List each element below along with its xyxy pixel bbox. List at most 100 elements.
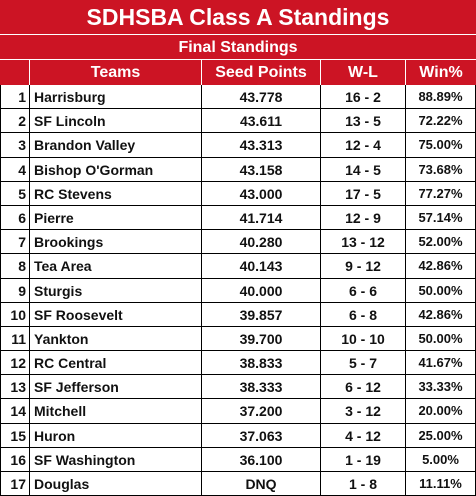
win-loss-cell: 1 - 19: [321, 447, 406, 472]
win-loss-cell: 12 - 9: [321, 205, 406, 231]
rank-cell: 12: [0, 351, 30, 376]
team-name-cell: Bishop O'Gorman: [30, 157, 202, 182]
team-name-cell: Brookings: [30, 230, 202, 255]
header-teams: Teams: [30, 60, 202, 85]
rank-cell: 11: [0, 326, 30, 352]
rank-cell: 15: [0, 423, 30, 448]
team-name-cell: SF Jefferson: [30, 375, 202, 400]
win-pct-cell: 42.86%: [406, 254, 476, 279]
win-pct-cell: 5.00%: [406, 447, 476, 472]
win-loss-cell: 3 - 12: [321, 399, 406, 424]
seed-points-cell: 41.714: [202, 205, 321, 231]
page-subtitle: Final Standings: [0, 35, 476, 60]
seed-points-cell: 43.000: [202, 181, 321, 206]
team-name-cell: Mitchell: [30, 399, 202, 424]
win-loss-cell: 12 - 4: [321, 133, 406, 158]
team-name-cell: Sturgis: [30, 278, 202, 303]
header-wl: W-L: [321, 60, 406, 85]
win-loss-cell: 6 - 12: [321, 375, 406, 400]
seed-points-cell: 36.100: [202, 447, 321, 472]
seed-points-cell: 43.778: [202, 85, 321, 110]
win-pct-cell: 41.67%: [406, 351, 476, 376]
win-loss-cell: 4 - 12: [321, 423, 406, 448]
win-pct-cell: 88.89%: [406, 85, 476, 110]
table-row: 3 Brandon Valley 43.313 12 - 4 75.00%: [0, 133, 476, 158]
team-name-cell: Pierre: [30, 205, 202, 231]
win-loss-cell: 17 - 5: [321, 181, 406, 206]
table-row: 12 RC Central 38.833 5 - 7 41.67%: [0, 351, 476, 376]
rank-cell: 2: [0, 109, 30, 134]
header-rank: [0, 60, 30, 85]
rank-cell: 9: [0, 278, 30, 303]
table-row: 13 SF Jefferson 38.333 6 - 12 33.33%: [0, 375, 476, 400]
table-row: 16 SF Washington 36.100 1 - 19 5.00%: [0, 447, 476, 472]
table-row: 4 Bishop O'Gorman 43.158 14 - 5 73.68%: [0, 157, 476, 182]
rank-cell: 7: [0, 230, 30, 255]
win-pct-cell: 52.00%: [406, 230, 476, 255]
page-title: SDHSBA Class A Standings: [0, 0, 476, 35]
team-name-cell: Brandon Valley: [30, 133, 202, 158]
rank-cell: 6: [0, 205, 30, 231]
win-pct-cell: 75.00%: [406, 133, 476, 158]
table-row: 9 Sturgis 40.000 6 - 6 50.00%: [0, 278, 476, 303]
team-name-cell: SF Roosevelt: [30, 302, 202, 327]
win-loss-cell: 16 - 2: [321, 85, 406, 110]
rank-cell: 13: [0, 375, 30, 400]
table-row: 2 SF Lincoln 43.611 13 - 5 72.22%: [0, 109, 476, 134]
table-row: 5 RC Stevens 43.000 17 - 5 77.27%: [0, 181, 476, 206]
table-row: 11 Yankton 39.700 10 - 10 50.00%: [0, 326, 476, 352]
win-pct-cell: 72.22%: [406, 109, 476, 134]
seed-points-cell: 37.200: [202, 399, 321, 424]
table-row: 14 Mitchell 37.200 3 - 12 20.00%: [0, 399, 476, 424]
win-pct-cell: 11.11%: [406, 472, 476, 496]
rank-cell: 8: [0, 254, 30, 279]
seed-points-cell: 37.063: [202, 423, 321, 448]
rank-cell: 4: [0, 157, 30, 182]
win-pct-cell: 50.00%: [406, 278, 476, 303]
table-row: 8 Tea Area 40.143 9 - 12 42.86%: [0, 254, 476, 279]
table-row: 6 Pierre 41.714 12 - 9 57.14%: [0, 205, 476, 231]
header-seed-points: Seed Points: [202, 60, 321, 85]
team-name-cell: Huron: [30, 423, 202, 448]
seed-points-cell: 38.833: [202, 351, 321, 376]
team-name-cell: Tea Area: [30, 254, 202, 279]
team-name-cell: SF Lincoln: [30, 109, 202, 134]
seed-points-cell: 43.611: [202, 109, 321, 134]
table-header: Teams Seed Points W-L Win%: [0, 60, 476, 85]
rank-cell: 16: [0, 447, 30, 472]
team-name-cell: Yankton: [30, 326, 202, 352]
team-name-cell: SF Washington: [30, 447, 202, 472]
seed-points-cell: DNQ: [202, 472, 321, 496]
table-row: 10 SF Roosevelt 39.857 6 - 8 42.86%: [0, 302, 476, 327]
seed-points-cell: 39.857: [202, 302, 321, 327]
win-pct-cell: 42.86%: [406, 302, 476, 327]
seed-points-cell: 39.700: [202, 326, 321, 352]
table-row: 7 Brookings 40.280 13 - 12 52.00%: [0, 230, 476, 255]
seed-points-cell: 38.333: [202, 375, 321, 400]
win-loss-cell: 6 - 6: [321, 278, 406, 303]
rank-cell: 5: [0, 181, 30, 206]
seed-points-cell: 40.000: [202, 278, 321, 303]
win-loss-cell: 1 - 8: [321, 472, 406, 496]
win-loss-cell: 6 - 8: [321, 302, 406, 327]
seed-points-cell: 40.143: [202, 254, 321, 279]
rank-cell: 1: [0, 85, 30, 110]
team-name-cell: Douglas: [30, 472, 202, 496]
team-name-cell: Harrisburg: [30, 85, 202, 110]
seed-points-cell: 43.313: [202, 133, 321, 158]
win-pct-cell: 77.27%: [406, 181, 476, 206]
seed-points-cell: 40.280: [202, 230, 321, 255]
win-loss-cell: 10 - 10: [321, 326, 406, 352]
win-pct-cell: 20.00%: [406, 399, 476, 424]
win-loss-cell: 9 - 12: [321, 254, 406, 279]
team-name-cell: RC Central: [30, 351, 202, 376]
win-pct-cell: 73.68%: [406, 157, 476, 182]
table-row: 15 Huron 37.063 4 - 12 25.00%: [0, 423, 476, 448]
seed-points-cell: 43.158: [202, 157, 321, 182]
win-loss-cell: 13 - 5: [321, 109, 406, 134]
win-loss-cell: 13 - 12: [321, 230, 406, 255]
team-name-cell: RC Stevens: [30, 181, 202, 206]
rank-cell: 3: [0, 133, 30, 158]
win-pct-cell: 25.00%: [406, 423, 476, 448]
